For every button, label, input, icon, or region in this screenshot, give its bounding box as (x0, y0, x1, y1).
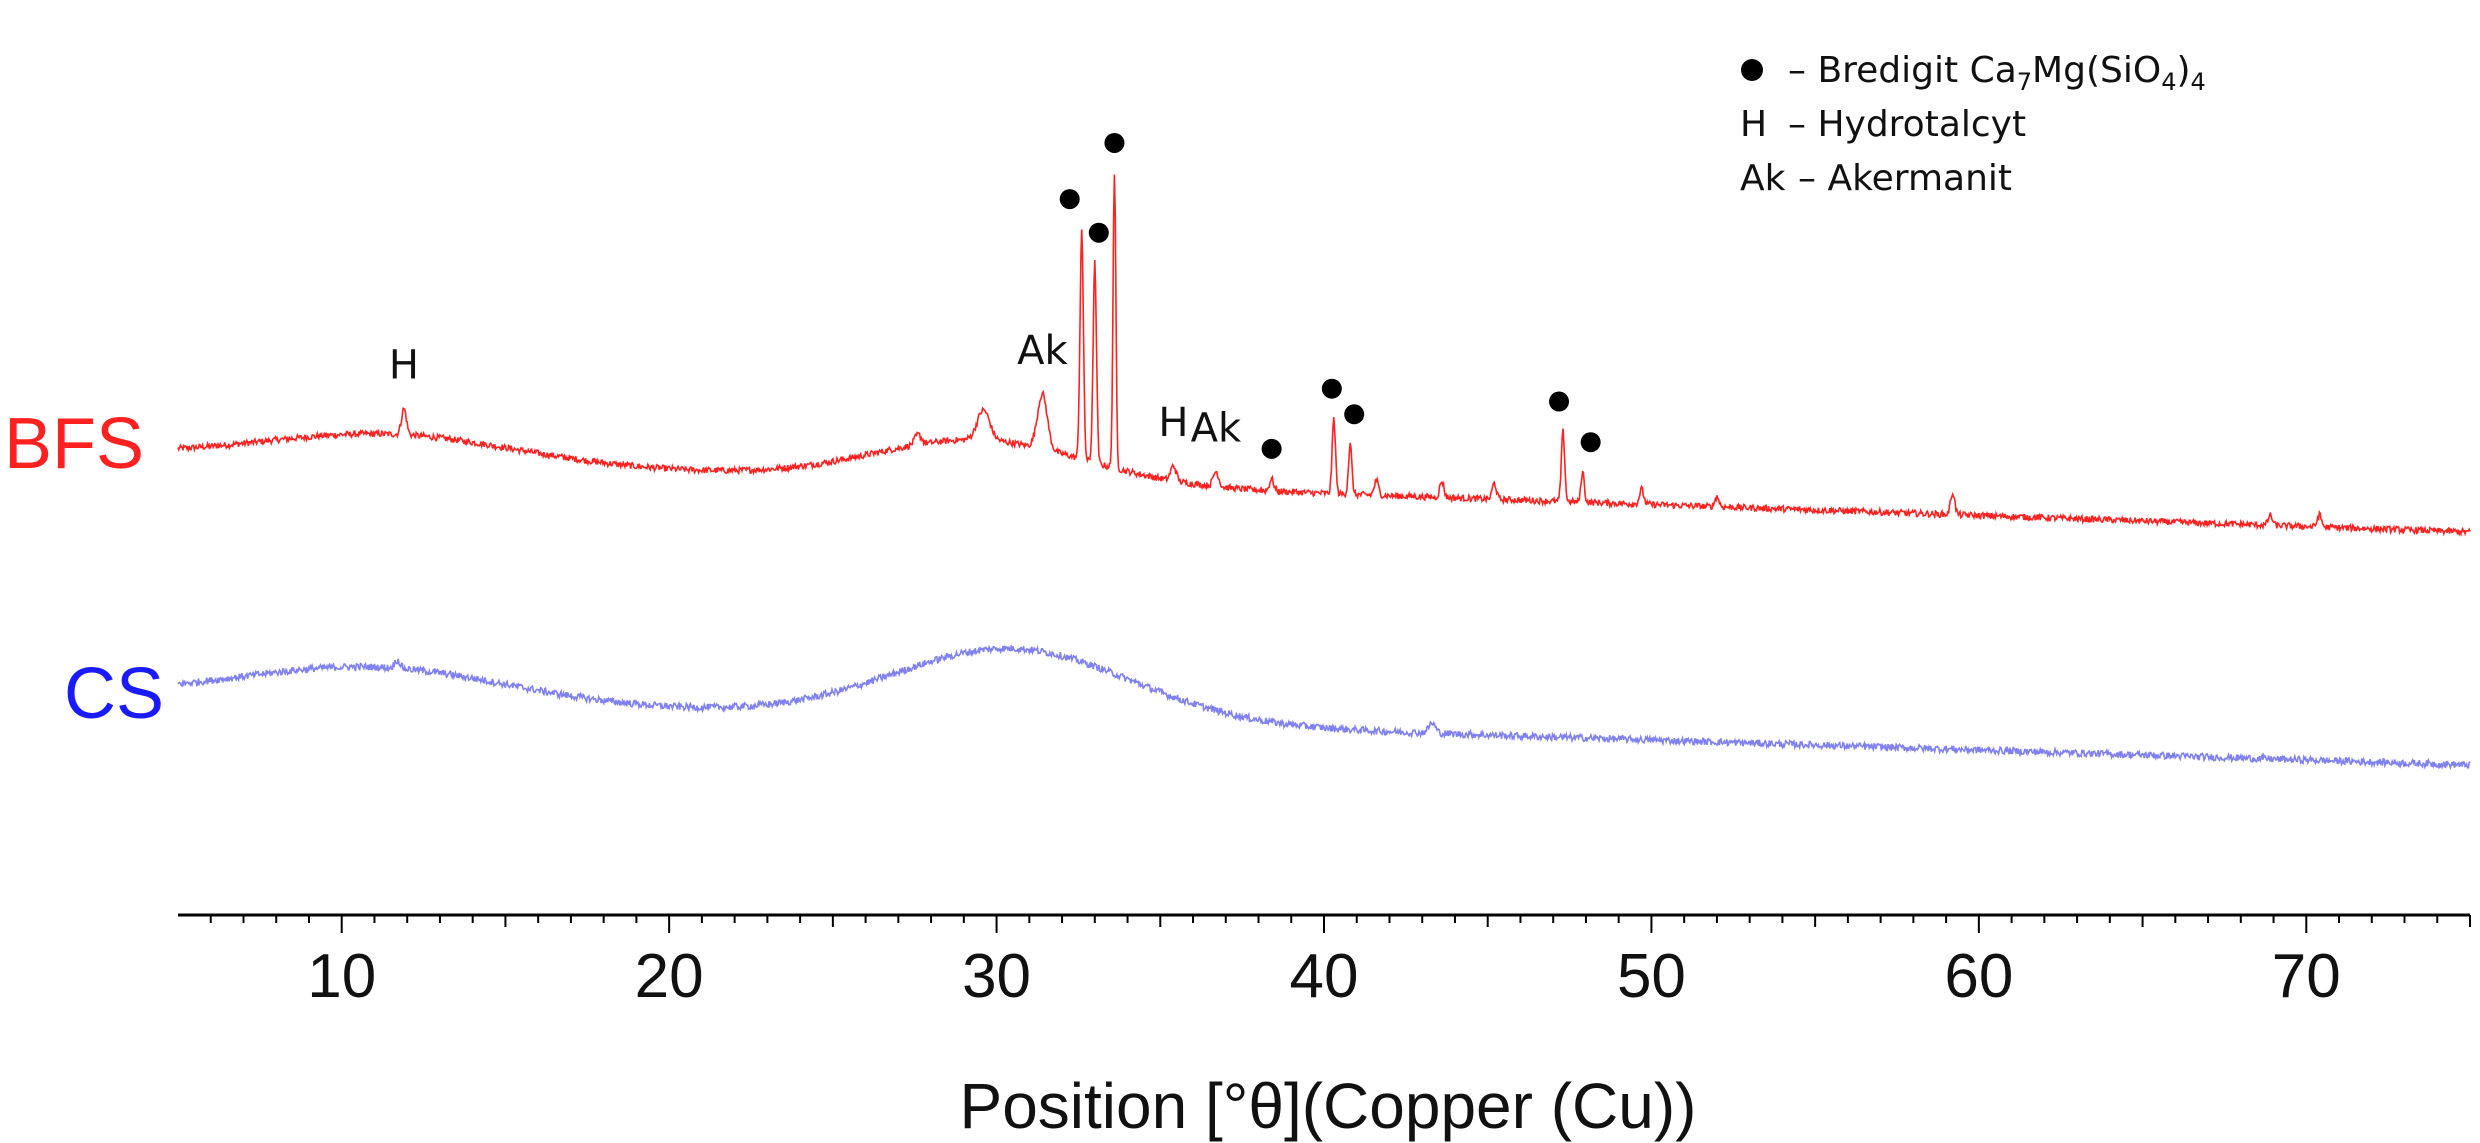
peak-marker-dot-2 (1059, 189, 1080, 210)
series-label-cs: CS (64, 654, 164, 734)
peak-label-ak-1: Ak (1017, 328, 1068, 374)
peak-marker-dot-9 (1344, 404, 1365, 425)
x-tick-label-50: 50 (1617, 942, 1686, 1011)
legend-entry-0: – Bredigit Ca7Mg(SiO4)4 (1788, 50, 2206, 96)
x-tick-label-30: 30 (962, 942, 1031, 1011)
x-tick-label-20: 20 (635, 942, 704, 1011)
x-tick-label-40: 40 (1290, 942, 1359, 1011)
series-line-bfs (177, 174, 2471, 537)
traces-layer (177, 174, 2471, 771)
x-tick-label-10: 10 (307, 942, 376, 1011)
peak-marker-dot-4 (1104, 132, 1125, 153)
legend-entry-1: – Hydrotalcyt (1788, 104, 2026, 145)
peak-marker-dot-3 (1088, 222, 1109, 243)
peak-marker-dot-8 (1321, 378, 1342, 399)
peak-annotations: H AkH Ak (389, 132, 1601, 459)
peak-label-h-0: H (389, 343, 419, 389)
peak-marker-dot-11 (1580, 432, 1601, 453)
x-axis-title: Position [°θ](Copper (Cu)) (960, 1070, 1697, 1142)
legend-symbol-dot (1741, 59, 1763, 81)
series-line-cs (177, 644, 2471, 771)
series-label-bfs: BFS (4, 404, 144, 484)
legend-symbol-ak: Ak (1740, 158, 1786, 199)
series-labels: BFS CS (4, 404, 164, 734)
peak-marker-dot-10 (1549, 391, 1570, 412)
peak-label-h-5: H (1158, 400, 1188, 446)
x-tick-label-70: 70 (2272, 942, 2341, 1011)
peak-label-ak-6: Ak (1191, 406, 1242, 452)
x-axis: 10 20 30 40 50 60 70 (178, 913, 2471, 1011)
peak-marker-dot-7 (1261, 438, 1282, 459)
x-tick-label-60: 60 (1944, 942, 2013, 1011)
legend-entry-2: – Akermanit (1798, 158, 2012, 199)
legend-symbol-h: H (1740, 104, 1767, 145)
